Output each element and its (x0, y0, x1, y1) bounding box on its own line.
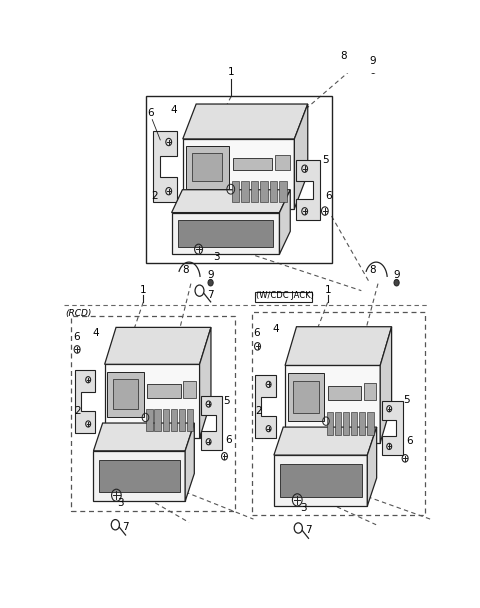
Bar (335, 412, 341, 435)
Text: 4: 4 (92, 328, 99, 338)
Polygon shape (279, 190, 290, 254)
Bar (254, 292, 312, 302)
Polygon shape (382, 401, 403, 455)
Text: (RCD): (RCD) (66, 309, 92, 319)
Polygon shape (183, 139, 294, 209)
Text: 1: 1 (228, 67, 234, 77)
Text: 1: 1 (324, 285, 331, 295)
Text: 8: 8 (182, 265, 189, 275)
Text: 8: 8 (340, 51, 347, 61)
Text: 4: 4 (170, 105, 177, 115)
Polygon shape (380, 326, 392, 443)
Bar (351, 412, 358, 435)
Bar (113, 379, 138, 409)
Bar (359, 412, 365, 435)
Polygon shape (185, 423, 194, 502)
Text: 2: 2 (255, 406, 262, 415)
Text: 5: 5 (323, 155, 329, 165)
Bar (270, 181, 277, 202)
Polygon shape (200, 327, 211, 438)
Polygon shape (255, 375, 276, 438)
Text: 6: 6 (253, 328, 260, 338)
Bar (276, 155, 290, 170)
Text: (W/CDC JACK): (W/CDC JACK) (256, 291, 314, 300)
Polygon shape (367, 427, 377, 506)
Polygon shape (202, 396, 222, 450)
Text: 5: 5 (404, 395, 410, 406)
Text: 4: 4 (273, 324, 279, 334)
Bar (163, 409, 169, 430)
Bar (293, 381, 319, 412)
Polygon shape (274, 427, 377, 455)
Text: 2: 2 (152, 192, 158, 201)
Text: 6: 6 (147, 108, 154, 119)
Bar (364, 383, 376, 400)
Text: 1: 1 (140, 285, 146, 295)
Text: 6: 6 (73, 332, 80, 342)
Bar (108, 371, 144, 418)
Polygon shape (75, 370, 96, 434)
Bar (155, 409, 161, 430)
Bar (183, 381, 196, 398)
Text: 3: 3 (213, 252, 219, 262)
Text: 3: 3 (117, 498, 123, 508)
Text: 3: 3 (300, 503, 307, 513)
Bar (146, 409, 153, 430)
Text: 7: 7 (305, 525, 312, 535)
Text: 6: 6 (225, 435, 232, 444)
Polygon shape (105, 364, 200, 438)
Polygon shape (274, 455, 367, 506)
Text: 8: 8 (369, 265, 376, 275)
Polygon shape (105, 327, 211, 364)
Bar (145, 97, 332, 263)
Circle shape (208, 280, 213, 286)
Bar (279, 181, 287, 202)
Bar (367, 412, 373, 435)
Bar (241, 181, 249, 202)
Text: 7: 7 (122, 522, 129, 533)
Text: 9: 9 (369, 55, 376, 66)
Text: 5: 5 (223, 396, 229, 406)
Polygon shape (172, 190, 290, 213)
Bar (170, 409, 177, 430)
Text: 7: 7 (207, 289, 214, 300)
Bar (327, 412, 333, 435)
Polygon shape (294, 104, 308, 209)
Polygon shape (183, 104, 308, 139)
Bar (260, 181, 267, 202)
Circle shape (394, 280, 399, 286)
Text: 9: 9 (393, 270, 400, 280)
Bar (186, 146, 228, 189)
Bar (343, 412, 349, 435)
Polygon shape (172, 213, 279, 254)
Bar (147, 384, 180, 398)
Text: 9: 9 (207, 270, 214, 280)
Bar (192, 153, 222, 181)
Polygon shape (153, 131, 177, 202)
Bar (288, 373, 324, 421)
Text: 6: 6 (325, 192, 332, 201)
Bar (232, 181, 239, 202)
Bar (233, 157, 272, 170)
Bar (328, 386, 361, 400)
Text: 6: 6 (406, 436, 412, 446)
Polygon shape (296, 159, 321, 221)
Polygon shape (285, 365, 380, 443)
Polygon shape (285, 326, 392, 365)
Polygon shape (94, 423, 194, 451)
Bar (187, 409, 193, 430)
Circle shape (370, 66, 376, 74)
Bar (178, 220, 273, 247)
Bar (179, 409, 185, 430)
Text: 2: 2 (74, 406, 81, 415)
Bar (279, 465, 362, 497)
Bar (99, 460, 180, 492)
Bar (251, 181, 258, 202)
Polygon shape (94, 451, 185, 502)
